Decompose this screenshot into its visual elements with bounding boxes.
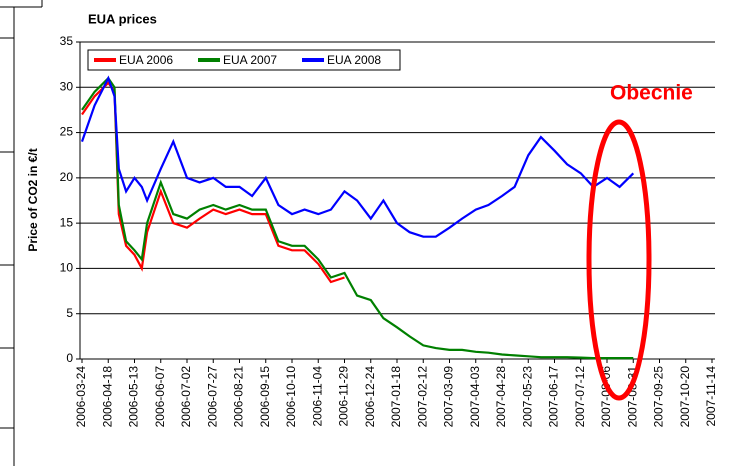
plot-area: 0 5 10 15 20 25 30 35 2006-03-24 2006-04-18 2006-0… [60,34,719,427]
x-tick-label: 2007-04-28 [494,366,508,428]
x-tick-label: 2006-09-15 [258,366,272,428]
y-tick-label: 0 [66,351,73,365]
x-tick-label: 2007-04-03 [468,366,482,428]
x-tick-label: 2006-03-24 [74,366,88,428]
x-tick-label: 2007-06-17 [547,366,561,428]
series-line [80,75,635,238]
x-tick-label: 2006-05-13 [127,366,141,428]
x-tick-label: 2007-11-14 [704,366,718,427]
x-tick-label: 2007-05-23 [520,366,534,428]
legend-label: EUA 2008 [327,53,381,67]
x-tick-label: 2007-10-20 [678,366,692,428]
y-tick-label: 20 [60,170,74,184]
frame-artifacts [0,0,43,466]
legend-label: EUA 2006 [119,53,173,67]
x-tick-label: 2006-10-10 [284,366,298,428]
x-tick-label: 2006-12-24 [363,366,377,428]
y-tick-label: 25 [60,125,74,139]
x-tick-label: 2007-09-25 [652,366,666,428]
x-tick-label: 2007-01-18 [389,366,403,428]
y-tick-label: 10 [60,261,74,275]
x-tick-label: 2006-11-29 [337,366,351,427]
series-line [81,76,634,360]
y-tick-label: 5 [66,306,73,320]
y-tick-label: 15 [60,215,74,229]
legend-label: EUA 2007 [223,53,277,67]
annotation: Obecnie [610,82,693,105]
chart-title: EUA prices [88,11,157,26]
x-tick-label: 2006-07-27 [205,366,219,428]
y-axis-label: Price of CO2 in €/t [26,148,40,251]
y-tick-label: 30 [60,79,74,93]
x-tick-label: 2006-04-18 [100,366,114,428]
x-tick-label: 2007-03-09 [442,366,456,428]
x-tick-label: 2006-07-02 [179,366,193,428]
x-tick-label: 2007-07-12 [573,366,587,428]
x-tick-label: 2006-06-07 [153,366,167,428]
highlight-ellipse [586,119,652,401]
y-tick-label: 35 [60,34,74,48]
legend-box [87,49,401,71]
series-line [81,81,345,284]
legend: EUA 2006 EUA 2007 EUA 2008 [87,49,401,71]
x-tick-label: 2007-02-12 [415,366,429,428]
x-tick-label: 2006-11-04 [310,366,324,427]
x-tick-label: 2006-08-21 [232,366,246,428]
